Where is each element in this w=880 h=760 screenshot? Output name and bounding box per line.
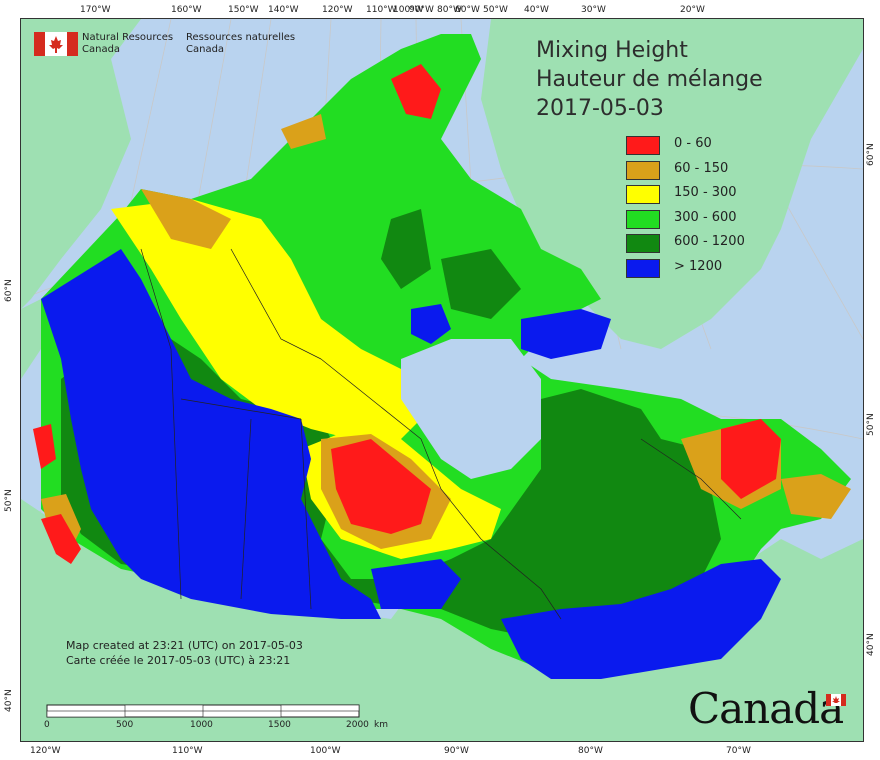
legend-label: 0 - 60 (674, 136, 712, 151)
left-tick: 60°N (4, 279, 14, 302)
agency-fr-line2: Canada (186, 44, 225, 55)
top-tick: 30°W (581, 5, 606, 15)
canada-wordmark: Canada (688, 684, 846, 733)
legend-swatch (626, 234, 660, 253)
legend-swatch (626, 185, 660, 204)
left-tick: 50°N (4, 489, 14, 512)
map-credit: Map created at 23:21 (UTC) on 2017-05-03… (66, 638, 303, 668)
provincial-borders (140, 248, 742, 620)
top-tick: 100°W (393, 5, 424, 15)
top-tick: 170°W (80, 5, 111, 15)
top-tick: 140°W (268, 5, 299, 15)
credit-french: Carte créée le 2017-05-03 (UTC) à 23:21 (66, 654, 291, 667)
scale-bar-graphic (46, 704, 360, 718)
bottom-tick: 100°W (310, 746, 341, 756)
right-tick: 50°N (866, 413, 876, 436)
top-tick: 20°W (680, 5, 705, 15)
agency-fr-line1: Ressources naturelles (186, 32, 296, 43)
map-drawing (21, 19, 863, 741)
bottom-tick: 120°W (30, 746, 61, 756)
legend-label: 600 - 1200 (674, 234, 745, 249)
land-outside (21, 19, 863, 741)
legend-swatch (626, 160, 660, 180)
hudson-bay (401, 339, 541, 479)
top-tick: 80°W (437, 5, 462, 15)
bottom-tick: 70°W (726, 746, 751, 756)
top-tick: 110°W (366, 5, 397, 15)
map-title: Mixing Height Hauteur de mélange 2017-05… (536, 36, 763, 123)
title-english: Mixing Height (536, 38, 688, 63)
top-tick: 60°W (455, 5, 480, 15)
bottom-tick: 90°W (444, 746, 469, 756)
right-tick: 60°N (866, 143, 876, 166)
scale-label: 2000 (346, 720, 369, 730)
credit-english: Map created at 23:21 (UTC) on 2017-05-03 (66, 639, 303, 652)
left-tick: 40°N (4, 689, 14, 712)
legend-swatch (626, 258, 660, 278)
map-canvas (20, 18, 864, 742)
right-tick: 40°N (866, 633, 876, 656)
scale-unit: km (374, 720, 388, 730)
canada-flag-icon (34, 32, 78, 56)
title-date: 2017-05-03 (536, 96, 664, 121)
top-tick: 90°W (409, 5, 434, 15)
top-tick: 40°W (524, 5, 549, 15)
agency-en-line2: Canada (82, 44, 121, 55)
wordmark-flag-icon (826, 694, 846, 706)
title-french: Hauteur de mélange (536, 67, 763, 92)
bottom-tick: 80°W (578, 746, 603, 756)
bottom-tick: 110°W (172, 746, 203, 756)
scale-label: 1000 (190, 720, 213, 730)
scale-label: 1500 (268, 720, 291, 730)
legend-label: 300 - 600 (674, 209, 737, 225)
top-tick: 120°W (322, 5, 353, 15)
scale-label: 0 (44, 720, 50, 730)
wordmark-text: Canada (688, 684, 844, 733)
legend-swatch (626, 209, 660, 229)
top-tick: 50°W (483, 5, 508, 15)
legend-label: > 1200 (674, 258, 723, 274)
top-tick: 150°W (228, 5, 259, 15)
legend-label: 150 - 300 (674, 185, 737, 200)
top-tick: 160°W (171, 5, 202, 15)
legend-label: 60 - 150 (674, 160, 729, 176)
scale-label: 500 (116, 720, 134, 730)
agency-en-line1: Natural Resources (82, 32, 174, 43)
legend-swatch (626, 136, 660, 155)
scale-bar: 0 500 1000 1500 2000 km (44, 704, 388, 734)
